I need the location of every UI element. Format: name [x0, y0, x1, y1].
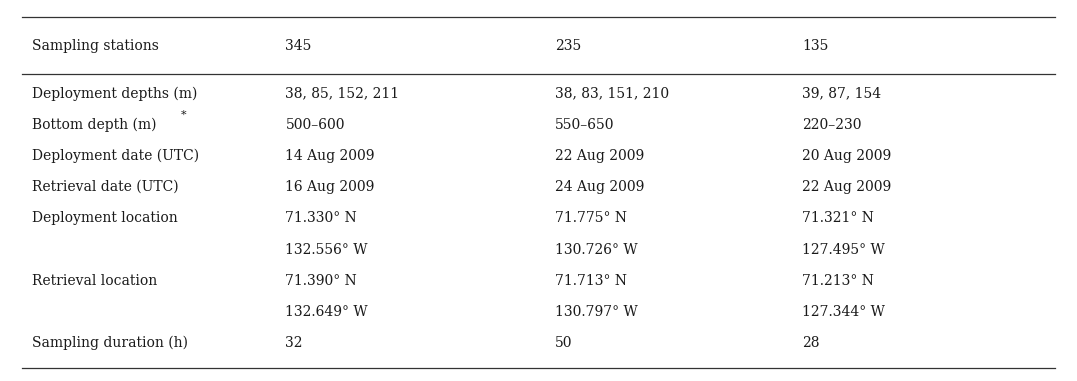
Text: 235: 235: [555, 39, 581, 53]
Text: Sampling stations: Sampling stations: [32, 39, 159, 53]
Text: 38, 85, 152, 211: 38, 85, 152, 211: [285, 86, 400, 100]
Text: 132.556° W: 132.556° W: [285, 243, 368, 256]
Text: Retrieval date (UTC): Retrieval date (UTC): [32, 180, 179, 194]
Text: 16 Aug 2009: 16 Aug 2009: [285, 180, 375, 194]
Text: Sampling duration (h): Sampling duration (h): [32, 336, 188, 351]
Text: 50: 50: [555, 336, 572, 350]
Text: Deployment date (UTC): Deployment date (UTC): [32, 149, 199, 163]
Text: 71.775° N: 71.775° N: [555, 211, 627, 225]
Text: Bottom depth (m): Bottom depth (m): [32, 117, 157, 132]
Text: 71.321° N: 71.321° N: [802, 211, 875, 225]
Text: 345: 345: [285, 39, 311, 53]
Text: 550–650: 550–650: [555, 118, 614, 131]
Text: Deployment location: Deployment location: [32, 211, 178, 225]
Text: 130.797° W: 130.797° W: [555, 305, 638, 319]
Text: 71.713° N: 71.713° N: [555, 274, 627, 288]
Text: 127.344° W: 127.344° W: [802, 305, 885, 319]
Text: 71.330° N: 71.330° N: [285, 211, 358, 225]
Text: 71.390° N: 71.390° N: [285, 274, 358, 288]
Text: 22 Aug 2009: 22 Aug 2009: [802, 180, 892, 194]
Text: Deployment depths (m): Deployment depths (m): [32, 86, 198, 101]
Text: *: *: [181, 110, 186, 120]
Text: 132.649° W: 132.649° W: [285, 305, 368, 319]
Text: 135: 135: [802, 39, 828, 53]
Text: 130.726° W: 130.726° W: [555, 243, 638, 256]
Text: Retrieval location: Retrieval location: [32, 274, 157, 288]
Text: 220–230: 220–230: [802, 118, 862, 131]
Text: 500–600: 500–600: [285, 118, 345, 131]
Text: 20 Aug 2009: 20 Aug 2009: [802, 149, 892, 163]
Text: 38, 83, 151, 210: 38, 83, 151, 210: [555, 86, 669, 100]
Text: 71.213° N: 71.213° N: [802, 274, 875, 288]
Text: 32: 32: [285, 336, 303, 350]
Text: 28: 28: [802, 336, 820, 350]
Text: 24 Aug 2009: 24 Aug 2009: [555, 180, 644, 194]
Text: 14 Aug 2009: 14 Aug 2009: [285, 149, 375, 163]
Text: 127.495° W: 127.495° W: [802, 243, 885, 256]
Text: 39, 87, 154: 39, 87, 154: [802, 86, 881, 100]
Text: 22 Aug 2009: 22 Aug 2009: [555, 149, 644, 163]
